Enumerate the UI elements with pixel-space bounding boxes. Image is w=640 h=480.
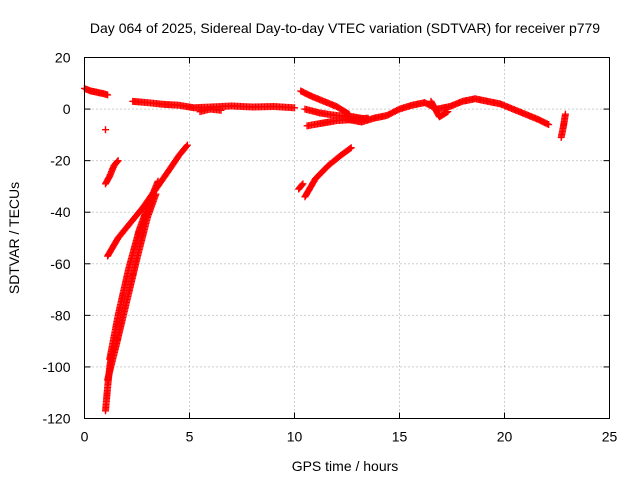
x-tick-label: 25 <box>602 429 618 445</box>
x-axis-title: GPS time / hours <box>292 458 399 474</box>
y-tick-label: -20 <box>50 153 70 169</box>
data-point <box>113 158 121 166</box>
data-point <box>299 180 307 188</box>
data-point <box>346 145 354 153</box>
data-point <box>444 108 452 116</box>
y-tick-label: 0 <box>63 101 71 117</box>
x-tick-label: 5 <box>186 429 194 445</box>
y-tick-label: -100 <box>42 359 70 375</box>
data-points <box>81 84 569 415</box>
plot-frame <box>84 57 610 419</box>
y-tick-label: -80 <box>50 307 70 323</box>
y-tick-label: -40 <box>50 204 70 220</box>
ticks: 0 5 10 15 20 25 -120 -100 -80 -60 -40 -20 0 20 <box>42 50 617 445</box>
data-point <box>182 142 190 150</box>
data-point <box>298 181 306 189</box>
x-tick-label: 20 <box>497 429 513 445</box>
chart-title: Day 064 of 2025, Sidereal Day-to-day VTE… <box>90 20 600 36</box>
y-tick-label: -120 <box>42 411 70 427</box>
grid <box>84 57 610 419</box>
x-tick-label: 0 <box>81 429 89 445</box>
data-point <box>545 121 553 129</box>
data-point <box>102 126 109 134</box>
data-point <box>291 104 298 112</box>
data-point <box>183 141 191 149</box>
y-axis-title: SDTVAR / TECUs <box>6 182 22 294</box>
y-tick-label: -60 <box>50 256 70 272</box>
y-tick-label: 20 <box>55 50 71 66</box>
data-point <box>561 110 569 118</box>
data-point <box>154 177 162 185</box>
data-point <box>114 157 122 165</box>
data-point <box>347 144 355 152</box>
x-tick-label: 10 <box>287 429 303 445</box>
data-point <box>443 108 451 116</box>
x-tick-label: 15 <box>392 429 408 445</box>
data-point <box>104 91 112 99</box>
data-point <box>217 106 225 114</box>
